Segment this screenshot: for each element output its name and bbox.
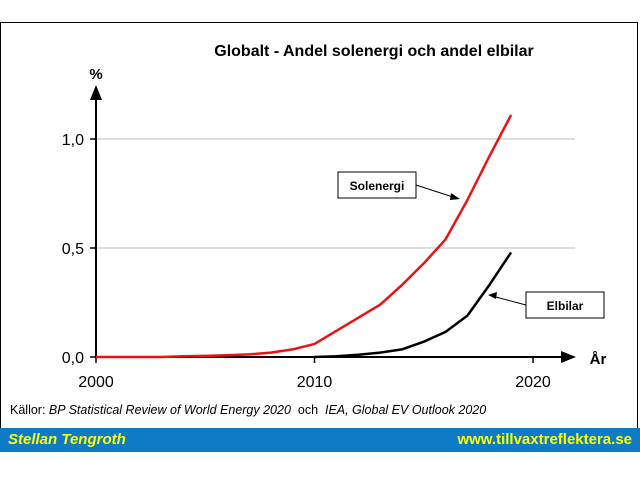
y-tick-label: 0,0 [62, 350, 84, 367]
elbilar-label: Elbilar [547, 299, 584, 313]
chart-title: Globalt - Andel solenergi och andel elbi… [214, 43, 533, 60]
x-tick-label: 2020 [515, 374, 551, 391]
source-text: Källor: BP Statistical Review of World E… [10, 403, 486, 417]
grid [96, 138, 575, 249]
solenergi-label-box [337, 171, 417, 199]
y-axis-arrow [90, 85, 102, 100]
y-tick-label: 1,0 [62, 132, 84, 149]
ticks: 0,0 0,5 1,0 2000 2010 2020 [62, 132, 551, 391]
x-axis-arrow [561, 351, 576, 363]
series-line-solenergi [96, 114, 513, 359]
solenergi-arrow [415, 184, 457, 199]
elbilar-label-box [525, 291, 605, 319]
x-axis-label: År [590, 351, 607, 368]
y-tick-label: 0,5 [62, 241, 84, 258]
elbilar-arrow [491, 295, 527, 306]
series-line-elbilar [314, 251, 513, 359]
x-tick-label: 2000 [78, 374, 114, 391]
footer-bar: Stellan Tengroth www.tillvaxtreflektera.… [0, 428, 640, 452]
solenergi-arrowhead [450, 193, 460, 200]
solenergi-label: Solenergi [350, 179, 405, 193]
x-tick-label: 2010 [297, 374, 333, 391]
y-axis-label: % [89, 66, 102, 83]
footer-website[interactable]: www.tillvaxtreflektera.se [457, 431, 632, 448]
series [96, 114, 513, 359]
footer-author: Stellan Tengroth [8, 431, 126, 448]
elbilar-arrowhead [488, 292, 497, 299]
